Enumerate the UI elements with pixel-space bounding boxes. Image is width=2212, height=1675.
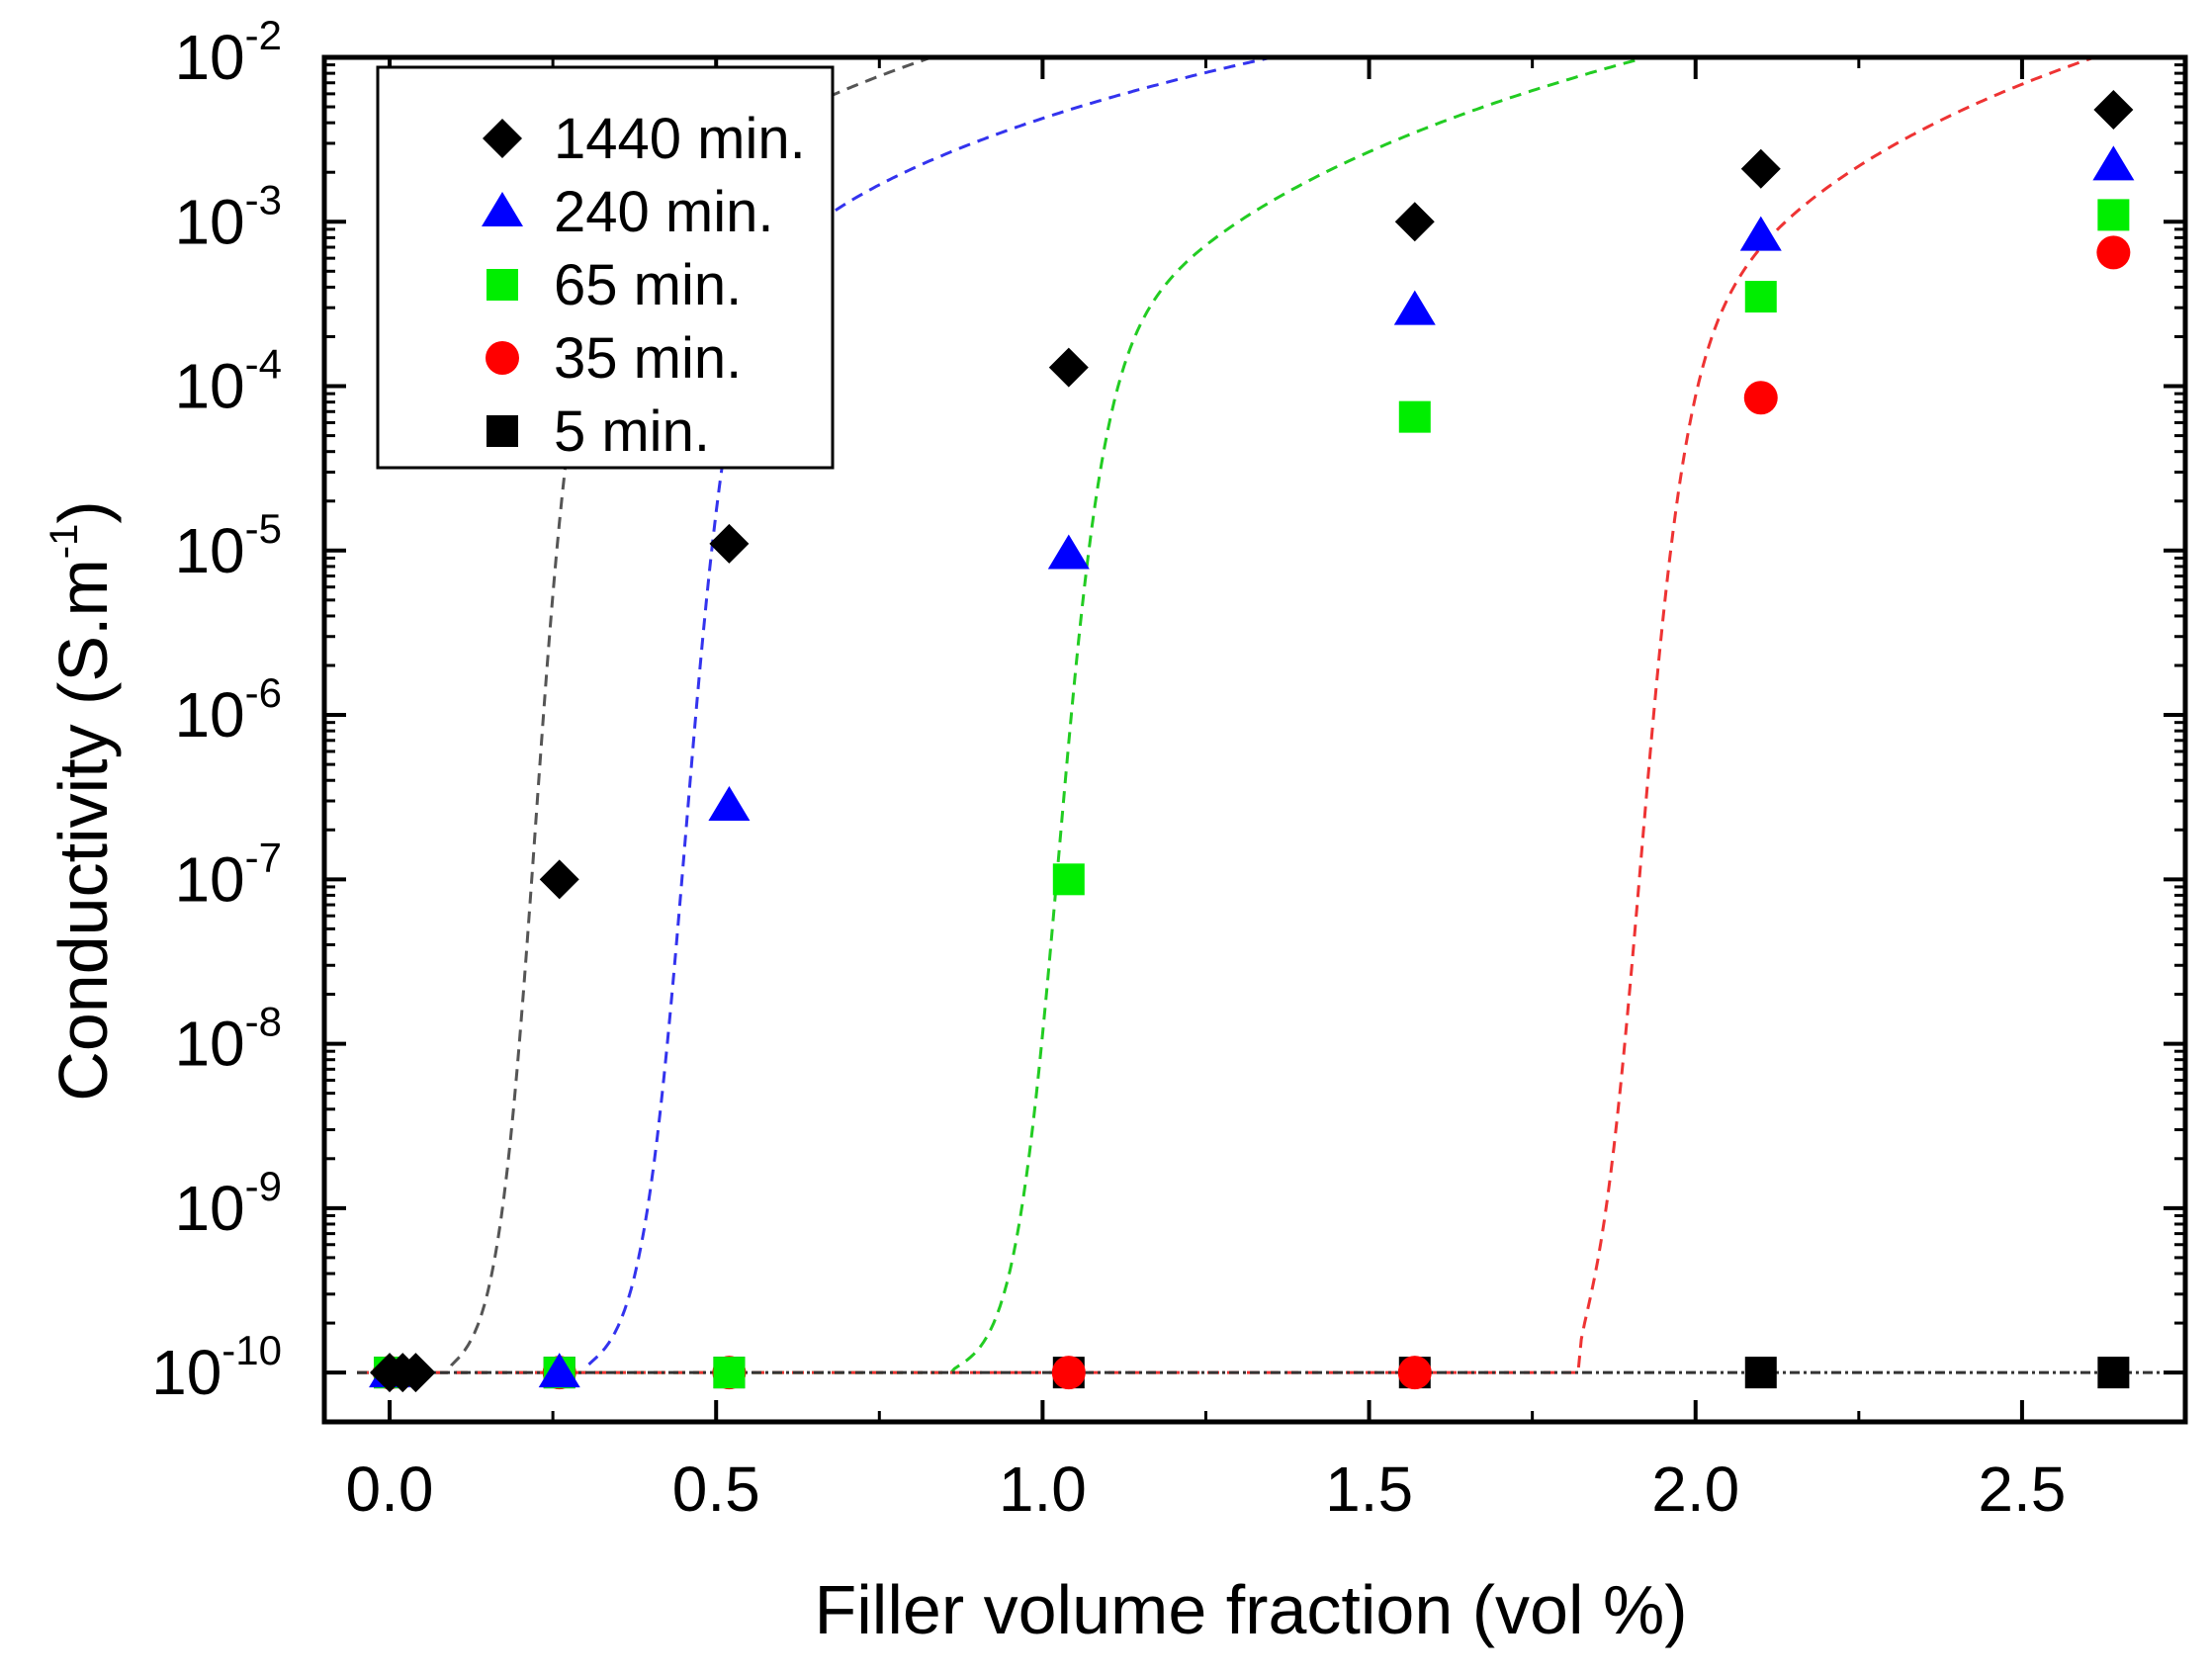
legend-marker	[487, 269, 518, 301]
data-point	[1048, 347, 1089, 388]
y-axis-title-superscript: -1	[43, 524, 86, 560]
fit-curve-65min	[357, 56, 1644, 1374]
series-1440min	[370, 89, 2134, 1393]
data-point	[2097, 1357, 2130, 1389]
legend-label: 35 min.	[554, 326, 742, 391]
legend-entry: 5 min.	[487, 399, 710, 464]
legend-marker	[482, 192, 523, 226]
data-points	[369, 89, 2135, 1393]
data-point	[713, 1357, 746, 1389]
legend-box	[376, 65, 835, 470]
legend: 1440 min. 240 min. 65 min. 35 min. 5 min.	[376, 65, 835, 470]
data-point	[1739, 216, 1782, 251]
data-point	[2096, 235, 2131, 270]
x-tick-label: 1.5	[1325, 1454, 1413, 1525]
y-axis-title: Conductivity (S.m-1)	[43, 500, 122, 1101]
legend-entry: 35 min.	[486, 326, 742, 391]
x-axis-title: Filler volume fraction (vol %)	[815, 1571, 1688, 1648]
legend-entry: 65 min.	[487, 253, 742, 317]
legend-label: 240 min.	[554, 180, 773, 244]
y-axis-title-close: )	[44, 500, 122, 523]
axis-titles: Filler volume fraction (vol %) Conductiv…	[43, 500, 1688, 1648]
x-tick-label: 0.5	[672, 1454, 760, 1525]
legend-entry: 240 min.	[482, 180, 773, 244]
axes	[321, 54, 2188, 1425]
data-point	[1743, 381, 1778, 415]
y-tick-label: 10-4	[174, 341, 282, 422]
data-point	[2092, 145, 2135, 181]
y-tick-label: 10-2	[174, 12, 282, 93]
data-point	[1744, 281, 1777, 313]
y-tick-label: 10-9	[174, 1163, 282, 1244]
data-point	[708, 785, 751, 821]
x-tick-label: 1.0	[999, 1454, 1087, 1525]
legend-label: 1440 min.	[554, 107, 806, 171]
data-point	[2093, 89, 2134, 130]
data-point	[1393, 290, 1436, 325]
x-tick-label: 2.5	[1978, 1454, 2066, 1525]
legend-label: 5 min.	[554, 399, 710, 464]
y-tick-label: 10-7	[174, 834, 282, 915]
y-tick-label: 10-5	[174, 505, 282, 586]
legend-marker	[483, 119, 522, 158]
y-tick-label: 10-6	[174, 669, 282, 750]
y-tick-label: 10-3	[174, 176, 282, 257]
data-point	[1744, 1357, 1777, 1389]
legend-marker	[486, 341, 519, 375]
tick-labels: 10-2 10-3 10-4 10-5 10-6 10-7 10-8 10-9 10-10 0.0…	[151, 12, 2066, 1525]
data-point	[709, 523, 750, 564]
data-point	[1740, 148, 1781, 189]
data-point	[396, 1353, 436, 1393]
fit-curve-240min	[357, 55, 1272, 1374]
data-point	[2097, 199, 2130, 231]
legend-entry: 1440 min.	[483, 107, 806, 171]
data-point	[1394, 202, 1435, 242]
data-point	[539, 859, 579, 900]
y-tick-label: 10-8	[174, 999, 282, 1080]
legend-label: 65 min.	[554, 253, 742, 317]
legend-marker	[487, 415, 518, 447]
data-point	[1051, 1356, 1086, 1390]
x-tick-label: 0.0	[346, 1454, 434, 1525]
data-point	[1398, 400, 1431, 433]
y-tick-label: 10-10	[151, 1327, 282, 1408]
data-point	[1397, 1356, 1432, 1390]
data-point	[1047, 534, 1090, 570]
y-axis-title-main: Conductivity (S.m	[44, 559, 122, 1101]
data-point	[538, 1353, 580, 1388]
x-tick-label: 2.0	[1651, 1454, 1739, 1525]
data-point	[1052, 863, 1085, 896]
